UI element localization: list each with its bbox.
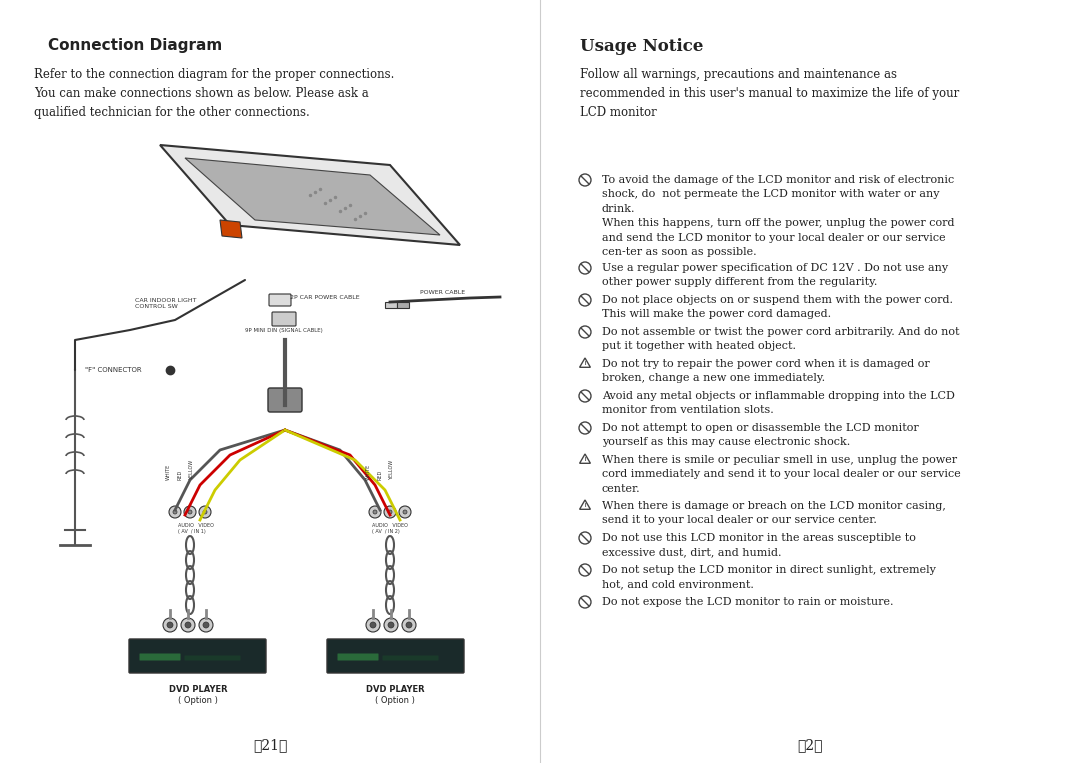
FancyBboxPatch shape	[382, 655, 438, 661]
Text: ( AV  / IN 2): ( AV / IN 2)	[372, 529, 400, 534]
Text: RED: RED	[378, 470, 382, 480]
Circle shape	[402, 618, 416, 632]
Circle shape	[188, 510, 192, 514]
FancyBboxPatch shape	[327, 639, 464, 673]
Text: DVD PLAYER: DVD PLAYER	[168, 685, 227, 694]
Text: 。2〃: 。2〃	[797, 738, 823, 752]
Circle shape	[173, 510, 177, 514]
Text: ( AV  / IN 1): ( AV / IN 1)	[178, 529, 206, 534]
Text: ( Option ): ( Option )	[178, 696, 218, 705]
Circle shape	[384, 618, 399, 632]
Circle shape	[373, 510, 377, 514]
Text: YELLOW: YELLOW	[189, 460, 194, 480]
Text: !: !	[583, 457, 586, 466]
Circle shape	[388, 622, 394, 628]
Text: YELLOW: YELLOW	[390, 460, 394, 480]
Text: To avoid the damage of the LCD monitor and risk of electronic
shock, do  not per: To avoid the damage of the LCD monitor a…	[602, 175, 955, 257]
Circle shape	[199, 618, 213, 632]
Circle shape	[366, 618, 380, 632]
Text: !: !	[583, 504, 586, 512]
Circle shape	[199, 506, 211, 518]
FancyBboxPatch shape	[129, 639, 266, 673]
Text: CAR INDOOR LIGHT
CONTROL SW: CAR INDOOR LIGHT CONTROL SW	[135, 298, 197, 309]
Circle shape	[203, 510, 207, 514]
Circle shape	[184, 506, 195, 518]
Text: Do not expose the LCD monitor to rain or moisture.: Do not expose the LCD monitor to rain or…	[602, 597, 893, 607]
Polygon shape	[220, 220, 242, 238]
Circle shape	[384, 506, 396, 518]
Circle shape	[403, 510, 407, 514]
Text: POWER CABLE: POWER CABLE	[420, 290, 465, 295]
Text: When there is smile or peculiar smell in use, unplug the power
cord immediately : When there is smile or peculiar smell in…	[602, 455, 961, 494]
Circle shape	[163, 618, 177, 632]
Circle shape	[203, 622, 210, 628]
Text: 2P CAR POWER CABLE: 2P CAR POWER CABLE	[291, 295, 360, 300]
Text: Do not try to repair the power cord when it is damaged or
broken, change a new o: Do not try to repair the power cord when…	[602, 359, 930, 383]
Text: !: !	[583, 362, 586, 370]
Polygon shape	[160, 145, 460, 245]
Text: Do not use this LCD monitor in the areas susceptible to
excessive dust, dirt, an: Do not use this LCD monitor in the areas…	[602, 533, 916, 558]
Text: DVD PLAYER: DVD PLAYER	[366, 685, 424, 694]
FancyBboxPatch shape	[268, 388, 302, 412]
Text: WHITE: WHITE	[365, 464, 370, 480]
FancyBboxPatch shape	[397, 302, 409, 308]
Text: Do not attempt to open or disassemble the LCD monitor
yourself as this may cause: Do not attempt to open or disassemble th…	[602, 423, 919, 447]
Circle shape	[168, 506, 181, 518]
Circle shape	[185, 622, 191, 628]
Circle shape	[369, 506, 381, 518]
Text: Do not assemble or twist the power cord arbitrarily. And do not
put it together : Do not assemble or twist the power cord …	[602, 327, 959, 352]
Text: ( Option ): ( Option )	[375, 696, 415, 705]
FancyBboxPatch shape	[272, 312, 296, 326]
FancyBboxPatch shape	[139, 653, 180, 661]
FancyBboxPatch shape	[337, 653, 378, 661]
Circle shape	[399, 506, 411, 518]
Circle shape	[181, 618, 195, 632]
Text: AUDIO   VIDEO: AUDIO VIDEO	[178, 523, 214, 528]
Circle shape	[167, 622, 173, 628]
Text: Usage Notice: Usage Notice	[580, 38, 703, 55]
Circle shape	[388, 510, 392, 514]
Text: Do not setup the LCD monitor in direct sunlight, extremely
hot, and cold environ: Do not setup the LCD monitor in direct s…	[602, 565, 936, 589]
Polygon shape	[185, 158, 440, 235]
Text: WHITE: WHITE	[165, 464, 171, 480]
FancyBboxPatch shape	[384, 302, 397, 308]
Text: "F" CONNECTOR: "F" CONNECTOR	[85, 367, 141, 373]
Text: Connection Diagram: Connection Diagram	[48, 38, 222, 53]
FancyBboxPatch shape	[269, 294, 291, 306]
Text: 9P MINI DIN (SIGNAL CABLE): 9P MINI DIN (SIGNAL CABLE)	[245, 328, 323, 333]
FancyBboxPatch shape	[185, 655, 241, 661]
Text: Use a regular power specification of DC 12V . Do not use any
other power supply : Use a regular power specification of DC …	[602, 263, 948, 288]
Circle shape	[406, 622, 411, 628]
Text: Refer to the connection diagram for the proper connections.
You can make connect: Refer to the connection diagram for the …	[33, 68, 394, 119]
Text: Do not place objects on or suspend them with the power cord.
This will make the : Do not place objects on or suspend them …	[602, 295, 953, 320]
Text: RED: RED	[177, 470, 183, 480]
Text: AUDIO   VIDEO: AUDIO VIDEO	[372, 523, 408, 528]
Text: 〈21〉: 〈21〉	[253, 738, 287, 752]
Text: Follow all warnings, precautions and maintenance as
recommended in this user's m: Follow all warnings, precautions and mai…	[580, 68, 959, 119]
Circle shape	[370, 622, 376, 628]
Text: Avoid any metal objects or inflammable dropping into the LCD
monitor from ventil: Avoid any metal objects or inflammable d…	[602, 391, 955, 415]
Text: When there is damage or breach on the LCD monitor casing,
send it to your local : When there is damage or breach on the LC…	[602, 501, 946, 526]
